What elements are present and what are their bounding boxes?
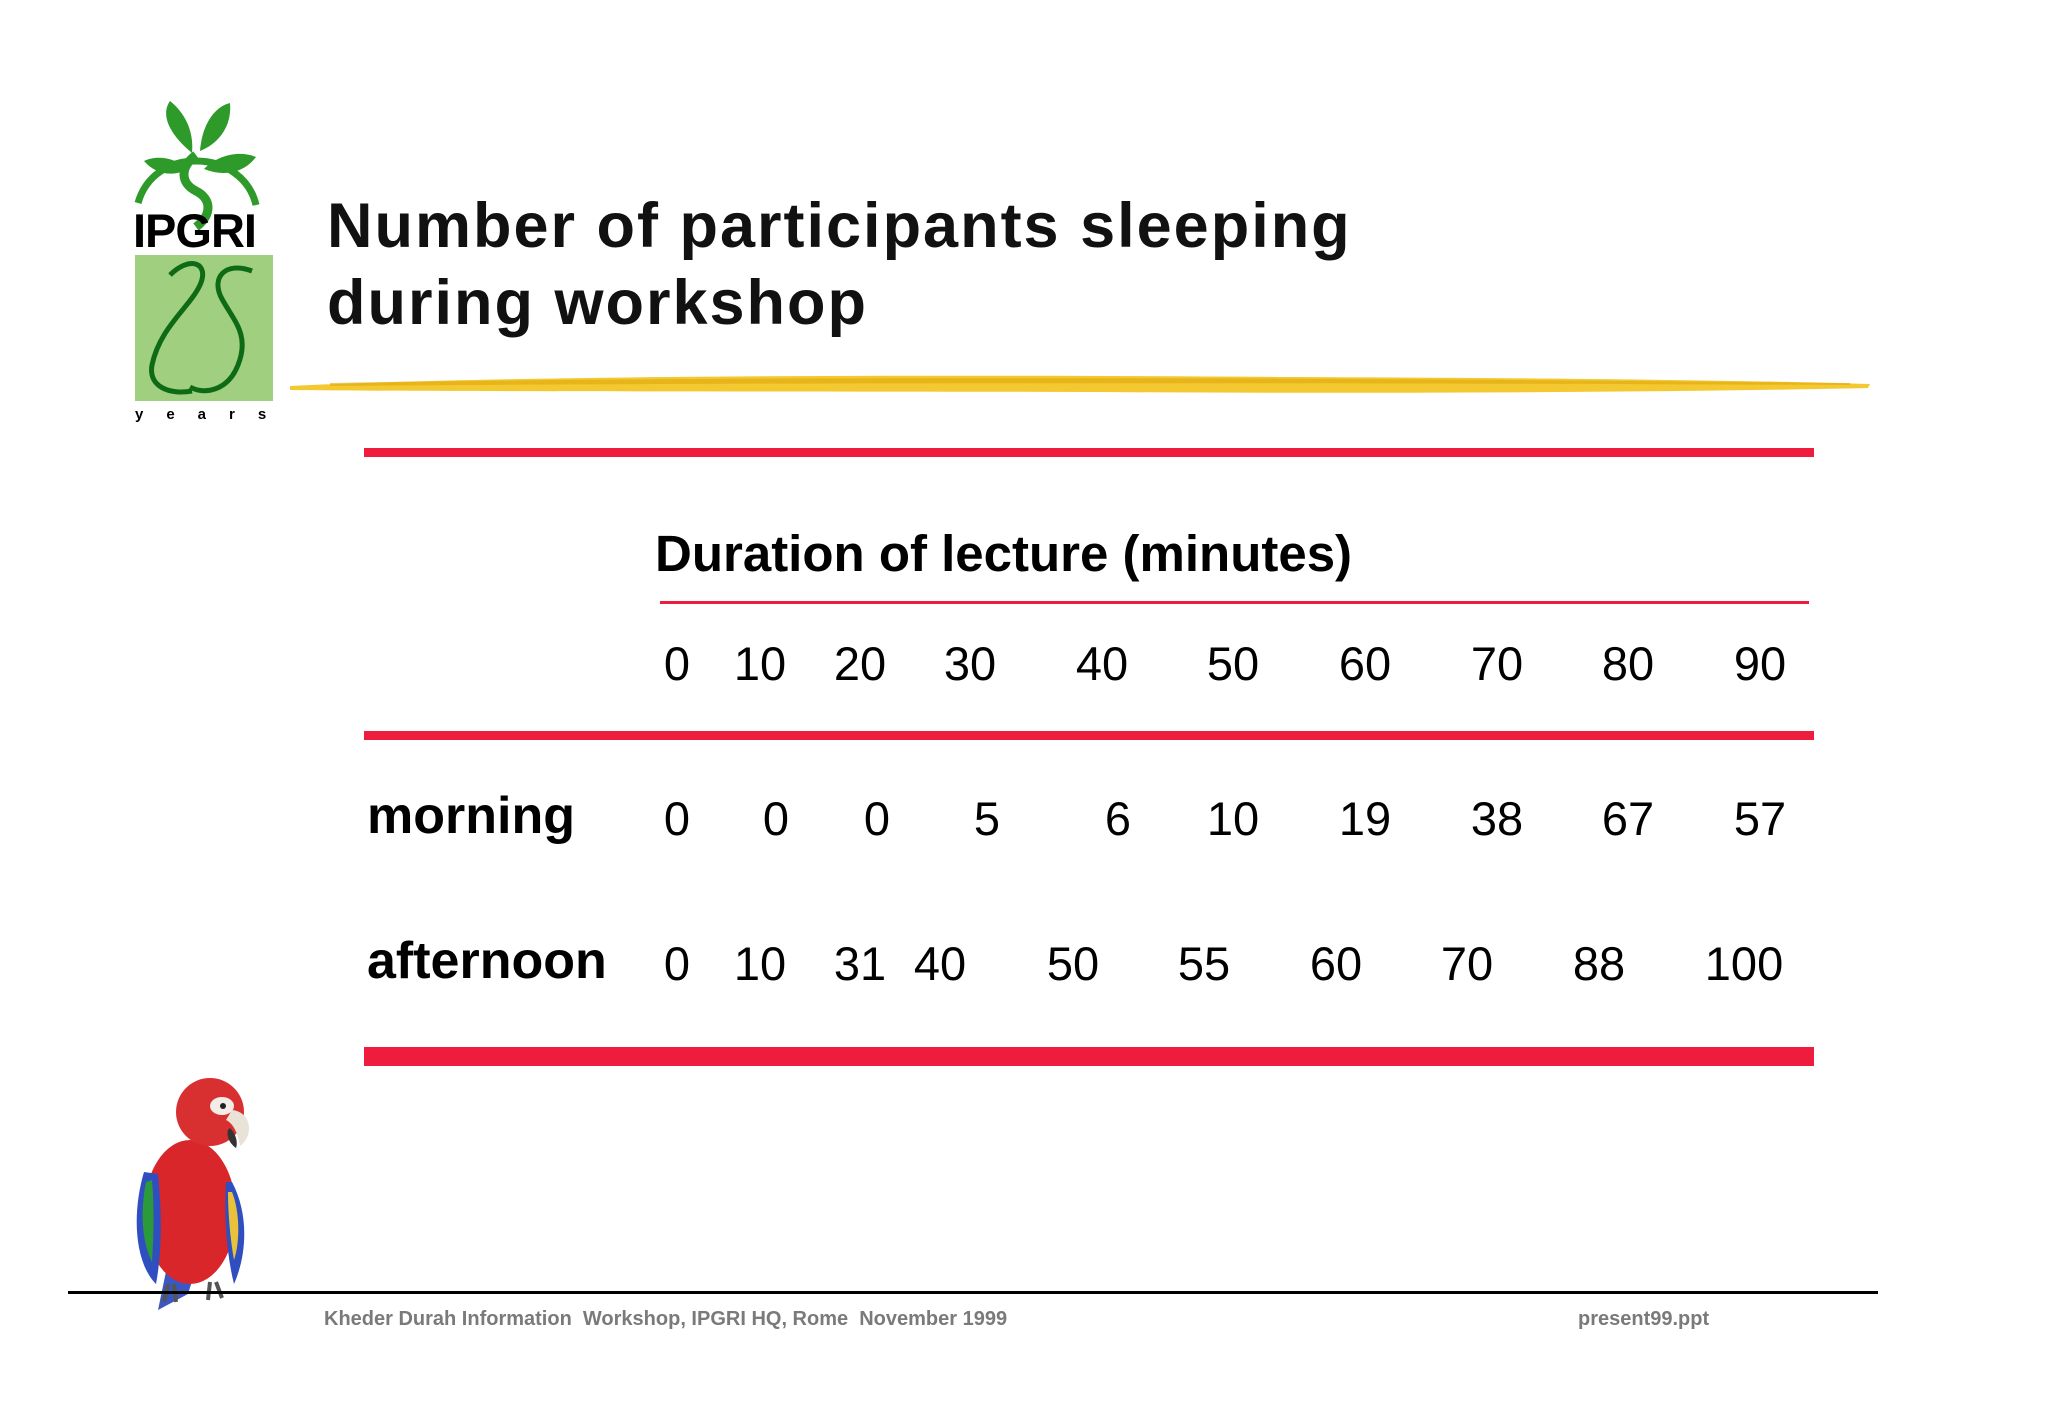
afternoon-cell: 31: [833, 937, 887, 990]
afternoon-cell: 70: [1440, 937, 1494, 990]
duration-cell: 80: [1601, 637, 1655, 690]
duration-cell: 30: [943, 637, 997, 690]
duration-cell: 60: [1338, 637, 1392, 690]
afternoon-cell: 40: [913, 937, 967, 990]
footer-divider: [68, 1291, 1878, 1294]
morning-cell: 57: [1733, 792, 1787, 845]
afternoon-cell: 55: [1177, 937, 1231, 990]
duration-cell: 40: [1075, 637, 1129, 690]
morning-cell: 67: [1601, 792, 1655, 845]
row-label-afternoon: afternoon: [367, 932, 607, 990]
duration-header: Duration of lecture (minutes): [655, 525, 1353, 582]
morning-cell: 19: [1338, 792, 1392, 845]
header-underline-rule: [660, 601, 1809, 604]
logo-years: years: [135, 406, 290, 423]
morning-cell: 0: [863, 792, 891, 845]
afternoon-cell: 100: [1704, 937, 1784, 990]
table-top-rule: [364, 448, 1814, 457]
footer-filename: present99.ppt: [1578, 1308, 1710, 1330]
yellow-brush-stroke: [290, 375, 1870, 393]
duration-cell: 90: [1733, 637, 1787, 690]
duration-cell: 20: [833, 637, 887, 690]
row-label-morning: morning: [367, 787, 575, 845]
afternoon-cell: 60: [1309, 937, 1363, 990]
parrot-illustration: [136, 1078, 250, 1310]
duration-cell: 10: [733, 637, 787, 690]
afternoon-cell: 88: [1572, 937, 1626, 990]
duration-cell: 0: [663, 637, 691, 690]
logo-wordmark: IPGRI: [133, 204, 257, 257]
duration-cell: 50: [1206, 637, 1260, 690]
footer-credit: Kheder Durah Information Workshop, IPGRI…: [324, 1308, 1008, 1330]
morning-cell: 6: [1104, 792, 1132, 845]
slide-title-line2: during workshop: [327, 268, 868, 338]
duration-cell: 70: [1470, 637, 1524, 690]
morning-cell: 5: [973, 792, 1001, 845]
afternoon-cell: 10: [733, 937, 787, 990]
morning-cell: 38: [1470, 792, 1524, 845]
morning-cell: 10: [1206, 792, 1260, 845]
afternoon-cell: 0: [663, 937, 691, 990]
morning-cell: 0: [762, 792, 790, 845]
slide-title: Number of participants sleeping during w…: [327, 188, 1527, 342]
afternoon-cell: 50: [1046, 937, 1100, 990]
morning-cell: 0: [663, 792, 691, 845]
header-bottom-rule: [364, 731, 1814, 740]
table-bottom-rule: [364, 1047, 1814, 1066]
ipgri-logo: [134, 101, 273, 401]
slide-title-line1: Number of participants sleeping: [327, 191, 1352, 261]
